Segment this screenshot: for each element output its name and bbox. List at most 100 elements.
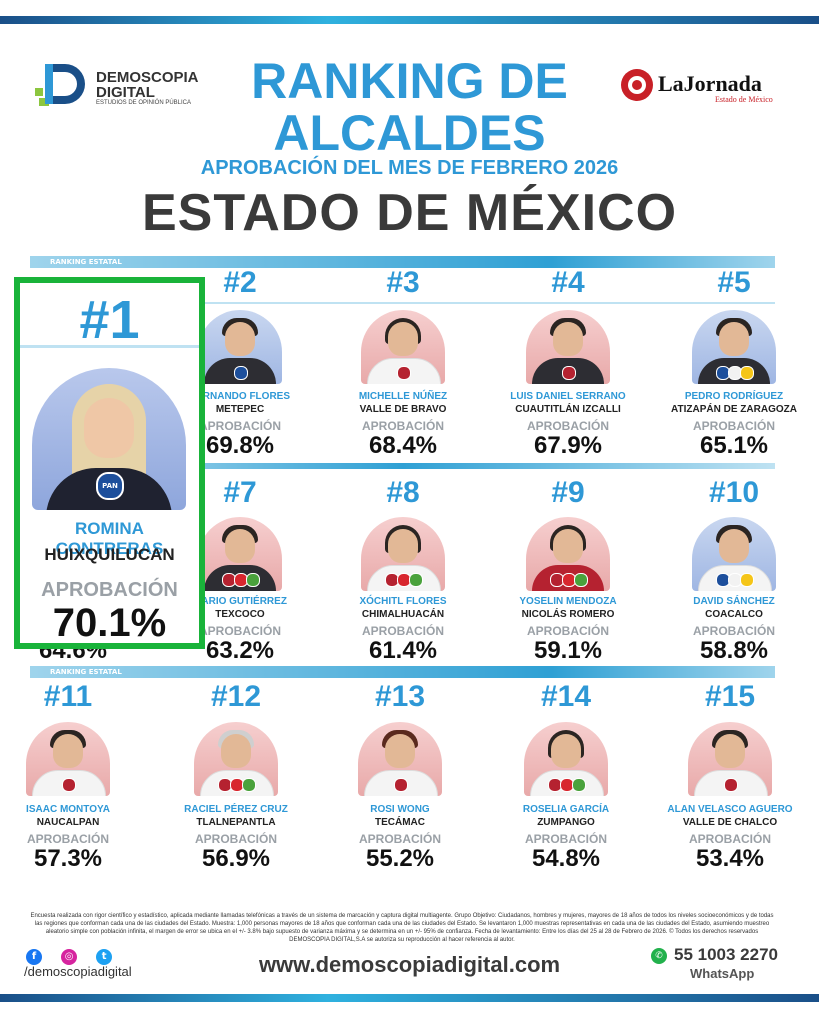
mayor-photo [361, 310, 445, 384]
mayor-municipality: TECÁMAC [375, 817, 425, 828]
mayor-photo [26, 722, 110, 796]
mayor-municipality: NICOLÁS ROMERO [521, 609, 615, 620]
mayor-municipality: CHIMALHUACÁN [361, 609, 445, 620]
mayor-name: FERNANDO FLORES [190, 391, 290, 402]
la-jornada-logo-icon [621, 69, 653, 101]
approval-label: APROBACIÓN [692, 419, 775, 433]
featured-divider [20, 345, 199, 348]
featured-municipality: HUIXQUILUCAN [44, 545, 175, 564]
approval-value: 58.8% [699, 637, 769, 664]
featured-approval-label: APROBACIÓN [41, 579, 178, 601]
approval-value: 56.9% [201, 845, 271, 872]
title-line-2: ALCALDES [273, 105, 546, 161]
demoscopia-logo-icon [35, 64, 85, 106]
website-link[interactable]: www.demoscopiadigital.com [258, 952, 561, 977]
section-label: RANKING ESTATAL [50, 258, 122, 266]
social-handle[interactable]: /demoscopiadigital [24, 964, 132, 979]
methodology-disclaimer: Encuesta realizada con rigor científico … [30, 913, 774, 943]
approval-value: 63.2% [205, 637, 275, 664]
approval-value: 57.3% [33, 845, 103, 872]
featured-name: ROMINA CONTRERAS [55, 519, 164, 558]
mayor-municipality: TLALNEPANTLA [196, 817, 276, 828]
mayor-name: PEDRO RODRÍGUEZ [684, 391, 784, 402]
instagram-icon[interactable]: ◎ [61, 949, 78, 965]
mayor-photo [198, 517, 282, 591]
rank-number: #8 [386, 476, 420, 509]
approval-value: 68.4% [368, 432, 438, 459]
rank-number: #2 [223, 266, 257, 299]
partner-name: LaJornada [658, 71, 762, 96]
approval-value: 65.1% [699, 432, 769, 459]
approval-label: APROBACIÓN [526, 419, 609, 433]
approval-value: 53.4% [695, 845, 765, 872]
approval-label: APROBACIÓN [688, 832, 771, 846]
mayor-municipality: TEXCOCO [215, 609, 265, 620]
mayor-name: ROSI WONG [370, 804, 430, 815]
top-accent-bar [0, 16, 819, 24]
mayor-municipality: COACALCO [705, 609, 763, 620]
mayor-name: RACIEL PÉREZ CRUZ [184, 804, 288, 815]
approval-label: APROBACIÓN [361, 624, 444, 638]
mayor-photo [194, 722, 278, 796]
mayor-name: YOSELIN MENDOZA [519, 596, 617, 607]
rank-number: #5 [717, 266, 751, 299]
rank-number: #10 [708, 476, 760, 509]
rank-number: #14 [540, 680, 592, 713]
rank-number: #3 [386, 266, 420, 299]
brand-subtitle: ESTUDIOS DE OPINIÓN PÚBLICA [96, 100, 192, 106]
approval-value: 55.2% [365, 845, 435, 872]
bottom-accent-bar [0, 994, 819, 1002]
approval-label: APROBACIÓN [524, 832, 607, 846]
mayor-name: MARIO GUTIÉRREZ [193, 596, 287, 607]
approval-label: APROBACIÓN [361, 419, 444, 433]
social-icons: f ◎ t [26, 944, 126, 965]
approval-value: 61.4% [368, 637, 438, 664]
rank-number: #7 [223, 476, 257, 509]
title-line-1: RANKING DE [251, 53, 568, 109]
row-divider [30, 463, 775, 469]
section-bar-top: RANKING ESTATAL [30, 256, 775, 268]
mayor-name: DAVID SÁNCHEZ [693, 596, 775, 607]
whatsapp-icon: ✆ [651, 948, 667, 964]
phone-number[interactable]: 55 1003 2270 [674, 945, 778, 964]
rank-number: #15 [704, 680, 756, 713]
mayor-municipality: ZUMPANGO [537, 817, 595, 828]
mayor-photo [361, 517, 445, 591]
approval-value: 54.8% [531, 845, 601, 872]
approval-value: 59.1% [533, 637, 603, 664]
approval-label: APROBACIÓN [26, 832, 109, 846]
mayor-photo [358, 722, 442, 796]
approval-value: 67.9% [533, 432, 603, 459]
mayor-name: MICHELLE NÚÑEZ [358, 391, 448, 402]
partner-subtitle: Estado de México [715, 95, 773, 104]
featured-mayor-card: #1 PAN ROMINA CONTRERAS HUIXQUILUCAN APR… [14, 277, 205, 649]
approval-label: APROBACIÓN [198, 624, 281, 638]
twitter-icon[interactable]: t [96, 949, 113, 965]
rank-number: #4 [551, 266, 585, 299]
approval-value: 69.8% [205, 432, 275, 459]
whatsapp-label: WhatsApp [690, 966, 755, 981]
featured-rank: #1 [79, 290, 140, 350]
approval-label: APROBACIÓN [692, 624, 775, 638]
mayor-photo [198, 310, 282, 384]
party-badge: PAN [96, 472, 124, 500]
rank-number: #12 [210, 680, 262, 713]
section-bar-bottom: RANKING ESTATAL [30, 666, 775, 678]
mayor-municipality: ATIZAPÁN DE ZARAGOZA [671, 404, 797, 415]
mayor-photo [526, 310, 610, 384]
mayor-municipality: CUAUTITLÁN IZCALLI [515, 404, 621, 415]
facebook-icon[interactable]: f [26, 949, 42, 965]
mayor-name: ISAAC MONTOYA [26, 804, 110, 815]
row-divider [30, 302, 775, 304]
subtitle: APROBACIÓN DEL MES DE FEBRERO 2026 [200, 157, 619, 179]
approval-label: APROBACIÓN [198, 419, 281, 433]
section-label: RANKING ESTATAL [50, 668, 122, 676]
approval-label: APROBACIÓN [526, 624, 609, 638]
mayor-name: XÓCHITL FLORES [359, 596, 447, 607]
mayor-photo [692, 517, 776, 591]
mayor-name: ALAN VELASCO AGUERO [667, 804, 793, 815]
mayor-name: LUIS DANIEL SERRANO [510, 391, 626, 402]
approval-label: APROBACIÓN [358, 832, 441, 846]
rank-number: #9 [551, 476, 585, 509]
mayor-municipality: METEPEC [215, 404, 265, 415]
